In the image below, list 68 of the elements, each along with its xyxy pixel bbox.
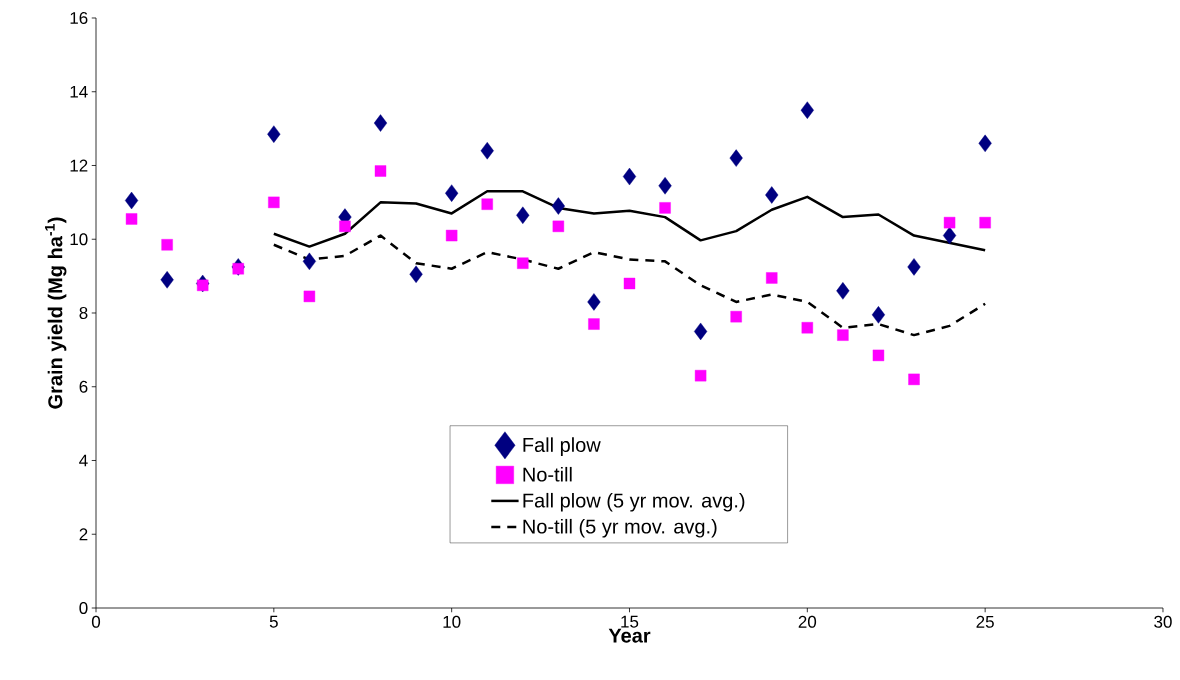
point — [268, 196, 280, 209]
x-tick-label: 20 — [798, 615, 817, 628]
y-tick-label: 14 — [70, 85, 88, 98]
point — [373, 114, 388, 132]
x-tick-label: 25 — [976, 615, 994, 628]
x-axis-title: Year — [608, 628, 651, 643]
point — [837, 329, 849, 341]
x-tick-label: 30 — [1154, 615, 1172, 628]
point — [694, 322, 708, 341]
point — [908, 373, 920, 386]
point — [658, 177, 672, 195]
point — [765, 186, 779, 204]
y-tick-label: 6 — [79, 380, 88, 393]
point — [907, 258, 921, 276]
point — [232, 263, 244, 275]
point — [943, 216, 956, 229]
point — [303, 290, 316, 303]
point — [445, 184, 459, 202]
point — [943, 226, 957, 245]
point — [480, 142, 494, 160]
point — [517, 257, 529, 269]
point — [766, 272, 778, 284]
point — [623, 277, 636, 290]
point — [729, 149, 743, 167]
point — [125, 213, 138, 225]
point — [339, 220, 351, 233]
y-tick-label: 10 — [70, 233, 88, 246]
point — [160, 271, 174, 289]
point — [481, 198, 493, 210]
point — [694, 369, 707, 382]
y-tick-label: 8 — [79, 306, 88, 320]
legend-label: Fall plow — [523, 437, 601, 456]
point — [801, 322, 814, 334]
legend-label: Fall plow (5 yr mov. avg.) — [523, 492, 745, 512]
point — [800, 101, 814, 119]
point — [872, 349, 885, 362]
point — [516, 206, 530, 224]
y-tick-label: 12 — [70, 159, 88, 172]
point — [161, 239, 173, 251]
legend-label: No-till (5 yr mov. avg.) — [523, 518, 717, 538]
x-tick-label: 5 — [269, 615, 278, 628]
legend-label: No-till — [523, 466, 572, 482]
point — [267, 125, 281, 143]
point — [588, 318, 600, 330]
point — [978, 134, 992, 153]
point — [551, 197, 565, 215]
point — [659, 202, 671, 214]
point — [374, 165, 387, 177]
y-axis-title: Grain yield (Mg ha$^{-1}$) — [45, 217, 67, 409]
point — [409, 265, 423, 283]
point — [552, 220, 565, 233]
y-tick-label: 4 — [79, 454, 88, 467]
x-tick-label: 0 — [91, 615, 101, 628]
point — [730, 310, 742, 323]
point — [836, 282, 850, 300]
point — [979, 216, 991, 229]
point — [622, 167, 637, 186]
point — [587, 293, 601, 311]
point — [871, 306, 886, 324]
y-tick-label: 0 — [79, 601, 88, 615]
y-tick-label: 16 — [70, 11, 88, 25]
point — [197, 279, 209, 292]
y-tick-label: 2 — [79, 528, 88, 541]
point — [124, 191, 139, 210]
point — [302, 252, 316, 271]
point — [445, 229, 458, 242]
x-tick-label: 15 — [621, 615, 639, 628]
x-tick-label: 10 — [443, 615, 461, 628]
